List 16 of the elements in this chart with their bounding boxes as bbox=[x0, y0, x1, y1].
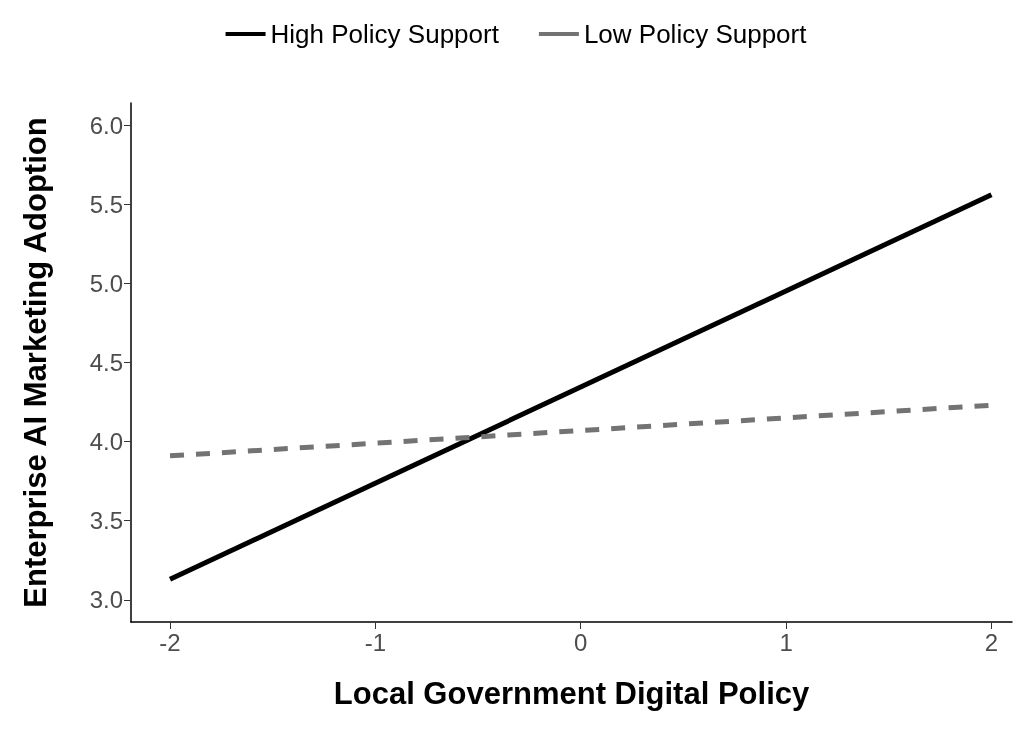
legend-label: High Policy Support bbox=[270, 19, 500, 49]
y-tick-label: 3.0 bbox=[89, 586, 123, 614]
x-tick-label: -2 bbox=[159, 628, 181, 656]
y-tick-label: 4.5 bbox=[89, 349, 123, 376]
y-tick-label: 4.0 bbox=[89, 428, 123, 456]
x-axis-title: Local Government Digital Policy bbox=[333, 676, 810, 711]
y-tick-label: 6.0 bbox=[89, 111, 123, 139]
x-tick-label: -1 bbox=[364, 628, 387, 656]
legend-label: Low Policy Support bbox=[583, 19, 808, 49]
x-tick-label: 2 bbox=[984, 628, 999, 656]
x-tick-label: 1 bbox=[779, 628, 793, 656]
y-axis-title: Enterprise AI Marketing Adoption bbox=[18, 117, 53, 608]
y-tick-label: 5.5 bbox=[89, 190, 123, 218]
y-tick-label: 5.0 bbox=[89, 269, 123, 297]
x-tick-label: 0 bbox=[574, 628, 588, 656]
y-tick-label: 3.5 bbox=[89, 507, 123, 535]
